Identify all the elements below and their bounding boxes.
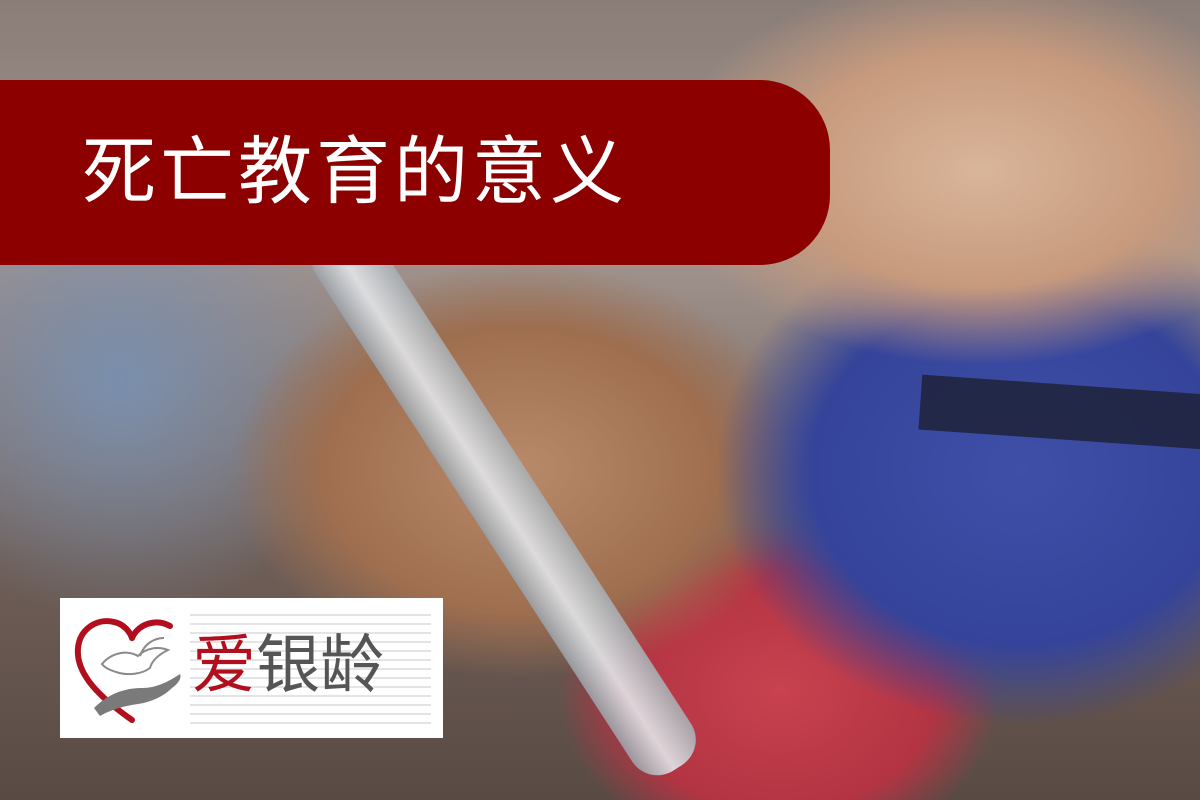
sleeve-stripe — [918, 374, 1200, 451]
logo-text-red: 爱 — [192, 629, 256, 703]
logo-text: 爱银龄 — [192, 626, 384, 706]
title-banner: 死亡教育的意义 — [0, 80, 830, 265]
logo-background-lines — [190, 614, 431, 724]
logo-text-gray: 银龄 — [256, 629, 384, 703]
heart-dove-hand-icon — [74, 618, 181, 723]
logo: 爱银龄 — [60, 598, 443, 738]
page-title: 死亡教育的意义 — [82, 129, 628, 215]
